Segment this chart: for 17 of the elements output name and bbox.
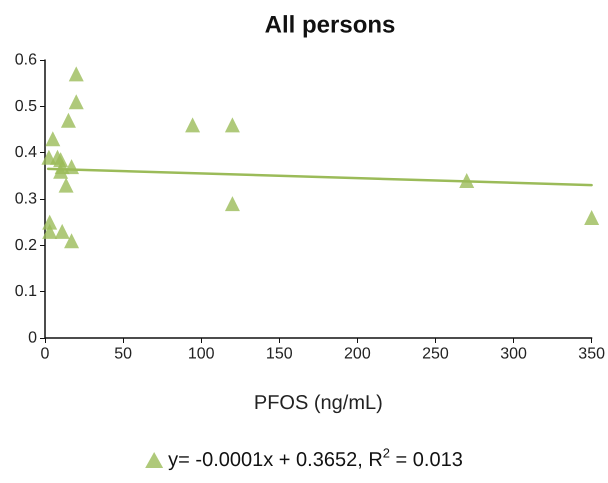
- y-tick-label: 0.4: [14, 144, 38, 162]
- x-tick-label: 150: [266, 346, 293, 362]
- y-tick-label: 0.3: [14, 190, 38, 208]
- y-tick-label: 0.6: [14, 52, 38, 68]
- x-tick-label: 200: [344, 346, 371, 362]
- x-tick-label: 0: [40, 346, 50, 362]
- x-tick-label: 100: [188, 346, 215, 362]
- y-tick-label: 0.1: [14, 283, 38, 300]
- x-tick-label: 50: [114, 346, 132, 362]
- y-tick-label: 0.5: [14, 98, 38, 115]
- chart-title: All persons: [264, 12, 396, 38]
- y-tick-label: 0: [28, 330, 38, 346]
- x-tick-label: 300: [500, 346, 528, 362]
- x-axis-title: PFOS (ng/mL): [254, 392, 383, 414]
- x-tick-label: 250: [422, 346, 449, 362]
- y-tick-label: 0.2: [14, 236, 38, 254]
- x-tick-label: 350: [578, 346, 606, 362]
